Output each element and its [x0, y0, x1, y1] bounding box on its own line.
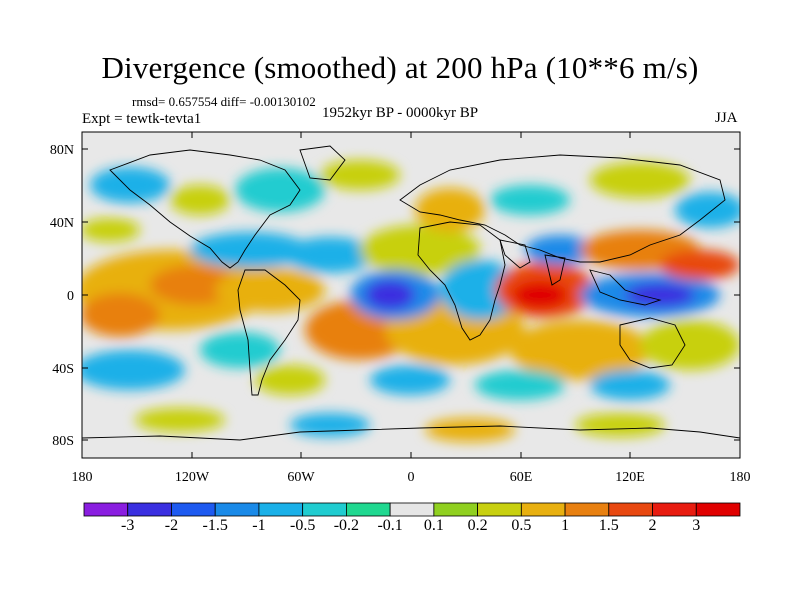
colorbar-level-label: 3 — [692, 517, 701, 534]
lon-label-180w: 180 — [72, 470, 93, 485]
colorbar-swatch — [433, 502, 479, 517]
colorbar-level-label: 0.5 — [511, 517, 532, 534]
colorbar-level-label: -3 — [121, 517, 135, 534]
experiment-label: Expt = tewtk-tevta1 — [82, 111, 202, 127]
colorbar-swatch — [520, 502, 566, 517]
colorbar-swatch — [477, 502, 522, 517]
lat-label-80N: 80N — [50, 143, 74, 158]
lat-label-0: 0 — [67, 289, 74, 304]
colorbar-level-label: 2 — [648, 517, 657, 534]
lat-label-40N: 40N — [50, 216, 74, 231]
lon-label-120E: 120E — [615, 470, 645, 485]
lon-label-120W: 120W — [175, 470, 210, 485]
lon-label-180e: 180 — [730, 470, 751, 485]
colorbar-level-label: -1 — [252, 517, 266, 534]
colorbar-level-label: 1.5 — [598, 517, 619, 534]
lon-axis — [81, 132, 741, 458]
colorbar-swatch — [652, 502, 697, 517]
lon-label-0: 0 — [408, 470, 415, 485]
season-label: JJA — [715, 110, 738, 126]
colorbar-swatch — [608, 502, 653, 517]
colorbar-swatch — [171, 502, 216, 517]
period-label: 1952kyr BP - 0000kyr BP — [322, 105, 479, 121]
coastlines — [82, 145, 740, 441]
colorbar-swatch — [389, 502, 435, 517]
lat-label-80S: 80S — [52, 434, 74, 449]
colorbar-swatch — [127, 502, 172, 517]
colorbar-swatch — [302, 502, 347, 517]
map-title: Divergence (smoothed) at 200 hPa (10**6 … — [101, 50, 699, 85]
colorbar — [83, 502, 741, 517]
colorbar-level-label: -2 — [164, 517, 179, 534]
colorbar-level-label: -0.2 — [333, 517, 360, 534]
colorbar-swatch — [258, 502, 304, 517]
colorbar-swatch — [83, 502, 129, 517]
lon-label-60E: 60E — [510, 470, 533, 485]
lat-label-40S: 40S — [52, 362, 74, 377]
colorbar-swatch — [695, 502, 741, 517]
colorbar-level-label: 0.2 — [467, 517, 488, 534]
lat-axis — [82, 148, 740, 441]
colorbar-swatch — [564, 502, 610, 517]
colorbar-level-label: 1 — [561, 517, 570, 534]
colorbar-swatch — [345, 502, 391, 517]
colorbar-level-label: -0.1 — [377, 517, 403, 534]
colorbar-level-label: -1.5 — [202, 517, 228, 534]
colorbar-swatch — [214, 502, 260, 517]
colorbar-level-label: -0.5 — [289, 517, 316, 534]
lon-label-60W: 60W — [287, 470, 315, 485]
colorbar-level-label: 0.1 — [423, 517, 444, 534]
stats-line: rmsd= 0.657554 diff= -0.00130102 — [132, 94, 316, 109]
